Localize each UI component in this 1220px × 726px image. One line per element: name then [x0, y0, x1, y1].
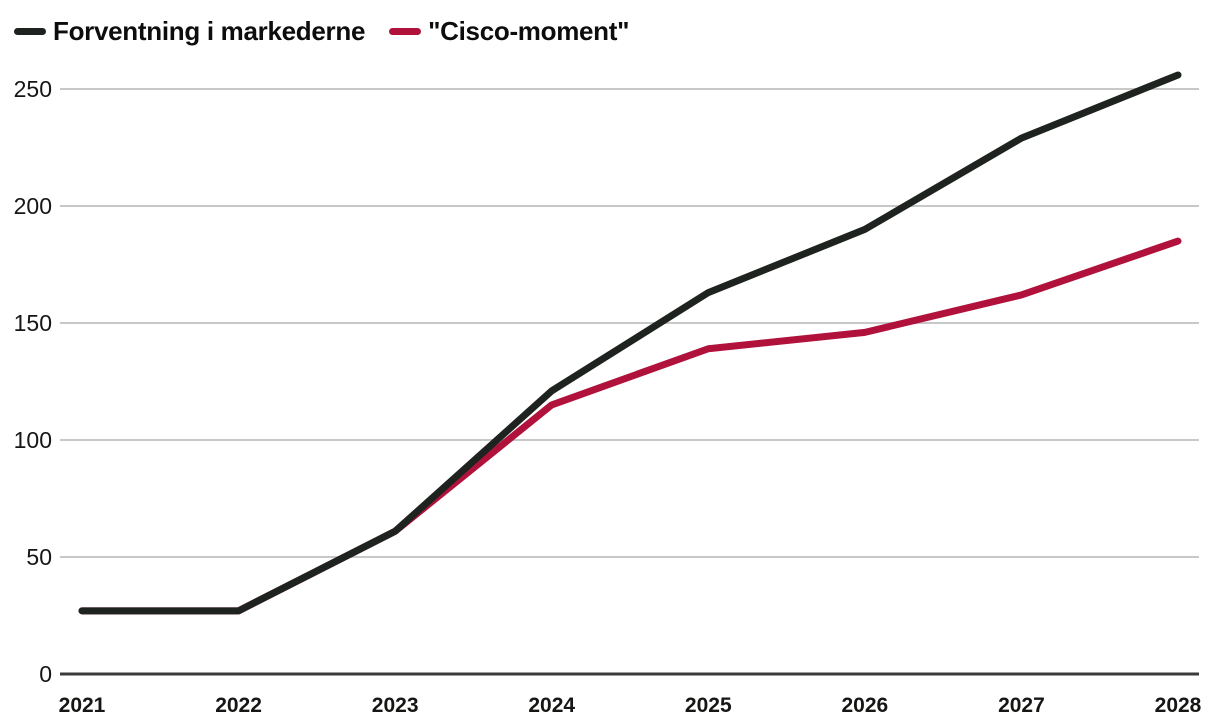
y-tick-label: 100: [14, 427, 52, 453]
chart-legend: Forventning i markederne "Cisco-moment": [14, 16, 629, 47]
x-tick-label: 2024: [528, 694, 575, 717]
x-tick-label: 2021: [59, 694, 106, 717]
x-tick-label: 2025: [685, 694, 732, 717]
y-tick-label: 50: [26, 544, 52, 570]
x-tick-label: 2026: [841, 694, 888, 717]
series-line-market-expectation: [78, 71, 1182, 615]
y-tick-label: 0: [39, 661, 52, 687]
legend-item-market-expectation: Forventning i markederne: [14, 16, 365, 47]
y-tick-label: 250: [14, 76, 52, 102]
x-tick-label: 2028: [1155, 694, 1202, 717]
x-tick-label: 2027: [998, 694, 1045, 717]
y-tick-label: 200: [14, 193, 52, 219]
legend-label-cisco-moment: "Cisco-moment": [428, 16, 630, 46]
x-tick-label: 2022: [215, 694, 262, 717]
x-tick-label: 2023: [372, 694, 419, 717]
legend-dash-icon: [389, 28, 422, 35]
series-line-cisco-moment: [78, 237, 1182, 615]
legend-dash-icon: [14, 28, 46, 35]
legend-item-cisco-moment: "Cisco-moment": [389, 16, 629, 47]
y-tick-label: 150: [14, 310, 52, 336]
legend-label-market-expectation: Forventning i markederne: [53, 16, 366, 46]
